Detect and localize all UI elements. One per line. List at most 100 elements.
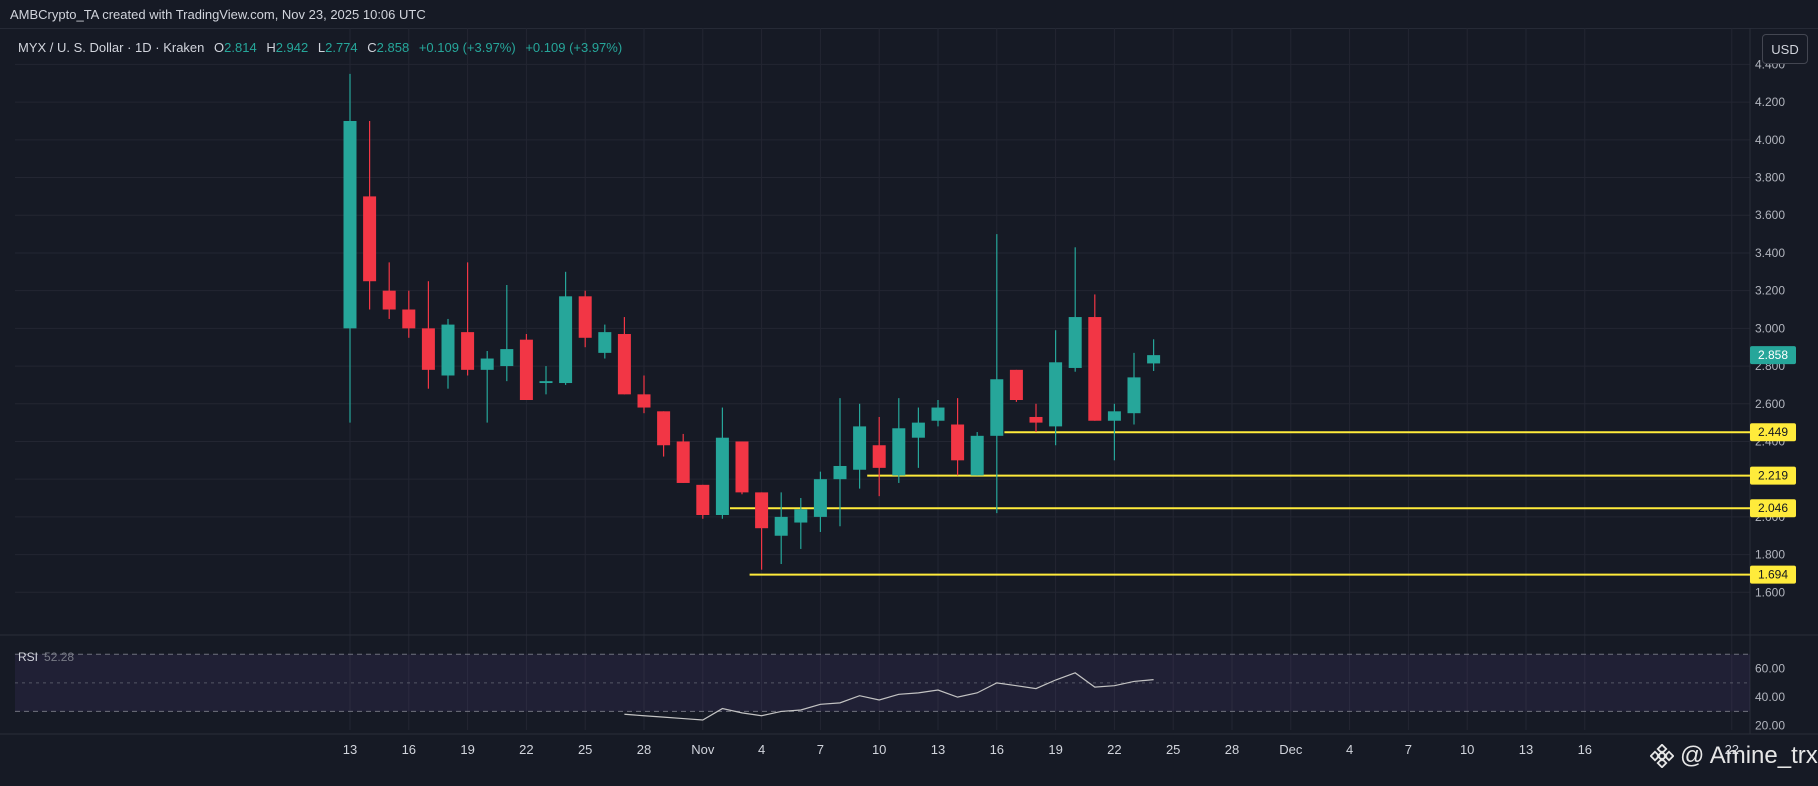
support-level-label: 1.694	[1758, 568, 1788, 582]
candle-body	[578, 296, 592, 338]
candle-body	[892, 428, 906, 476]
time-tick-label: 28	[1225, 742, 1239, 757]
watermark: @ Amine_trx	[1650, 742, 1818, 770]
candle	[931, 400, 945, 427]
candle	[1127, 352, 1141, 425]
price-tick-label: 1.600	[1755, 585, 1785, 599]
candle	[559, 271, 573, 385]
price-axis[interactable]: 1.6001.8002.0002.2002.4002.6002.8003.000…	[1750, 57, 1796, 733]
last-price-badge	[1750, 346, 1796, 365]
rsi-tick-label: 40.00	[1755, 690, 1785, 704]
candle	[1068, 247, 1082, 372]
candle	[892, 398, 906, 483]
candle	[519, 334, 533, 400]
price-tick-label: 3.400	[1755, 246, 1785, 260]
candle	[363, 120, 377, 310]
symbol-name: MYX / U. S. Dollar · 1D · Kraken	[18, 40, 205, 55]
candle-body	[637, 394, 651, 408]
candle	[1147, 339, 1161, 371]
candle	[343, 73, 357, 423]
last-price-label: 2.858	[1758, 348, 1788, 362]
price-tick-label: 3.200	[1755, 284, 1785, 298]
candle	[402, 290, 416, 338]
candle	[1107, 403, 1121, 461]
candle-body	[813, 479, 827, 517]
candle-body	[1107, 411, 1121, 421]
candle	[1029, 403, 1043, 433]
candle-body	[872, 445, 886, 468]
candle-body	[696, 484, 710, 515]
candle	[715, 407, 729, 519]
candlestick-series	[343, 73, 1161, 570]
price-tick-label: 4.000	[1755, 133, 1785, 147]
time-axis[interactable]: 13 16 19 22 25 28 Nov 4 7 10 13 16 19 22 25 28 Dec 4 7 10 13…	[343, 742, 1739, 757]
candle-body	[1147, 355, 1161, 364]
time-tick-label: 19	[460, 742, 474, 757]
change-value: +0.109 (+3.97%)	[418, 40, 516, 55]
time-tick-label: 4	[1346, 742, 1353, 757]
candle-body	[676, 441, 690, 483]
candle	[539, 366, 553, 395]
candle-body	[715, 437, 729, 515]
time-tick-label: 16	[990, 742, 1004, 757]
candle-body	[1127, 377, 1141, 414]
candle-body	[598, 332, 612, 353]
price-tick-label: 3.600	[1755, 208, 1785, 222]
price-tick-label: 2.600	[1755, 397, 1785, 411]
low-value: 2.774	[325, 40, 358, 55]
support-level-badge	[1750, 423, 1796, 442]
time-tick-label: Dec	[1279, 742, 1303, 757]
candle	[480, 350, 494, 423]
attribution-text: AMBCrypto_TA created with TradingView.co…	[10, 7, 426, 22]
low-label: L	[317, 40, 326, 55]
candle-body	[774, 516, 788, 536]
candle-body	[657, 411, 671, 446]
price-tick-label: 4.200	[1755, 95, 1785, 109]
candle	[872, 416, 886, 497]
currency-button[interactable]: USD	[1762, 34, 1808, 64]
time-tick-label: Nov	[691, 742, 715, 757]
time-tick-label: 16	[1578, 742, 1592, 757]
candle-body	[363, 196, 377, 282]
time-tick-label: 16	[402, 742, 416, 757]
candle-body	[853, 426, 867, 470]
candle	[696, 484, 710, 519]
rsi-background	[15, 653, 1750, 712]
candle-body	[1088, 317, 1102, 421]
support-level-badge	[1750, 466, 1796, 485]
candle-body	[911, 422, 925, 438]
candle-body	[461, 332, 475, 370]
grid-layer	[0, 28, 1818, 735]
candle	[735, 441, 749, 495]
time-tick-label: 10	[1460, 742, 1474, 757]
high-label: H	[266, 40, 276, 55]
time-tick-label: 7	[1405, 742, 1412, 757]
candle-body	[1009, 369, 1023, 400]
time-tick-label: 22	[1107, 742, 1121, 757]
price-tick-label: 3.800	[1755, 171, 1785, 185]
symbol-legend: MYX / U. S. Dollar · 1D · Kraken O2.814 …	[18, 40, 622, 55]
candle-body	[402, 309, 416, 329]
candle	[951, 398, 965, 476]
candle-body	[559, 296, 573, 384]
candle-body	[990, 379, 1004, 436]
time-tick-label: 13	[343, 742, 357, 757]
support-levels[interactable]	[730, 431, 1750, 576]
candle	[657, 411, 671, 457]
candle-body	[970, 435, 984, 476]
candle	[813, 471, 827, 532]
candle	[990, 234, 1004, 514]
support-level-badge	[1750, 499, 1796, 518]
candle	[676, 433, 690, 483]
time-tick-label: 4	[758, 742, 765, 757]
time-tick-label: 25	[578, 742, 592, 757]
candle-body	[382, 290, 396, 310]
time-tick-label: 22	[1725, 742, 1739, 757]
candle-body	[343, 120, 357, 329]
candle	[617, 317, 631, 395]
candle-body	[1049, 362, 1063, 427]
candle-body	[931, 407, 945, 421]
close-label: C	[367, 40, 377, 55]
